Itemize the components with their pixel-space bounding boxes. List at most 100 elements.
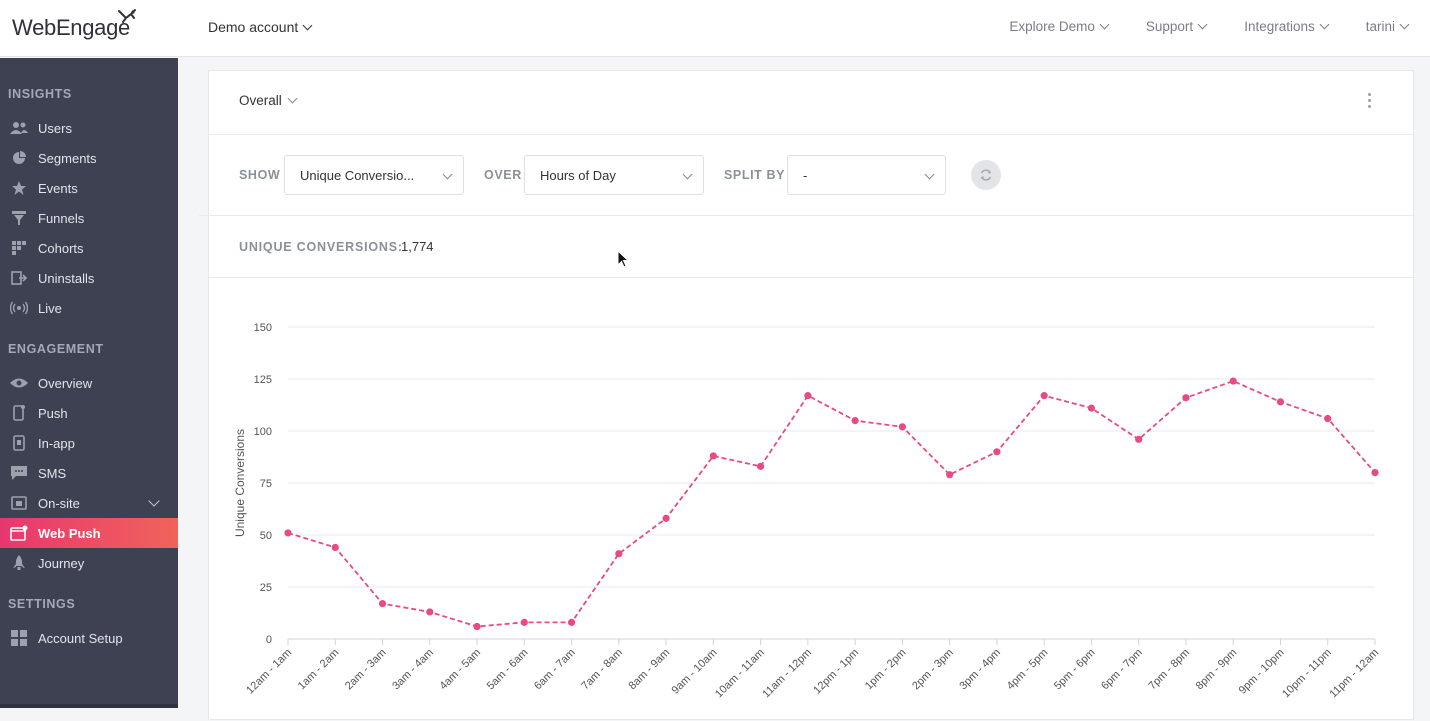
sidebar-item-uninstalls[interactable]: Uninstalls (0, 263, 178, 293)
grid-icon (10, 240, 28, 256)
data-point (378, 600, 387, 608)
x-tick-label: 3am - 4am (390, 647, 436, 693)
data-point (426, 608, 434, 616)
explore-demo-menu[interactable]: Explore Demo (1009, 19, 1110, 34)
chevron-down-icon (1319, 19, 1330, 30)
sidebar-item-web-push[interactable]: Web Push (0, 518, 178, 548)
x-tick-label: 4pm - 5pm (1005, 647, 1051, 693)
data-point (1371, 469, 1379, 477)
x-tick-label: 12am - 1am (244, 647, 294, 697)
broadcast-icon (10, 300, 28, 316)
x-tick-label: 8am - 9am (627, 647, 673, 693)
sms-icon (10, 465, 28, 481)
chevron-down-icon[interactable] (148, 495, 160, 507)
integrations-menu[interactable]: Integrations (1244, 19, 1330, 34)
data-point (804, 392, 812, 400)
webpush-icon (10, 525, 28, 541)
x-tick-label: 4am - 5am (438, 647, 484, 693)
over-select[interactable]: Hours of Day (524, 155, 704, 195)
support-label: Support (1145, 19, 1194, 34)
sidebar-item-users[interactable]: Users (0, 113, 178, 143)
x-tick-label: 3pm - 4pm (957, 647, 1003, 693)
sidebar-item-push[interactable]: Push (0, 398, 178, 428)
data-point (757, 462, 765, 470)
over-label: OVER (484, 168, 522, 182)
support-menu[interactable]: Support (1145, 19, 1208, 34)
x-tick-label: 9am - 10am (669, 647, 719, 697)
data-point (993, 448, 1001, 456)
x-tick-label: 12pm - 1pm (811, 647, 861, 697)
sidebar-item-label: Events (38, 180, 78, 196)
y-tick-label: 150 (254, 322, 272, 334)
sidebar-item-label: Push (38, 405, 68, 421)
data-point (1087, 404, 1096, 412)
eye-icon (10, 375, 28, 391)
section-title-engagement: ENGAGEMENT (8, 342, 104, 356)
sidebar-item-label: Journey (38, 555, 85, 571)
more-options-icon[interactable] (1365, 93, 1373, 108)
integrations-label: Integrations (1244, 19, 1315, 34)
x-tick-label: 5am - 6am (485, 647, 531, 693)
sidebar-item-journey[interactable]: Journey (0, 548, 178, 578)
sidebar: INSIGHTS Users Segments Events Funnels C… (0, 58, 178, 708)
y-tick-label: 25 (260, 582, 272, 594)
refresh-button[interactable] (971, 160, 1001, 190)
chevron-down-icon (287, 93, 298, 104)
data-point (946, 471, 954, 479)
sidebar-item-cohorts[interactable]: Cohorts (0, 233, 178, 263)
onsite-icon (10, 495, 28, 511)
data-point (851, 417, 859, 425)
data-point (1182, 394, 1190, 402)
webengage-logo[interactable]: WebEngage (12, 9, 136, 46)
section-title-insights: INSIGHTS (8, 87, 72, 101)
sidebar-item-live[interactable]: Live (0, 293, 178, 323)
sidebar-item-label: Funnels (38, 210, 85, 226)
sidebar-item-in-app[interactable]: In-app (0, 428, 178, 458)
x-tick-label: 2pm - 3pm (910, 647, 956, 693)
funnel-icon (10, 210, 28, 226)
divider (199, 215, 1415, 216)
chevron-down-icon (302, 20, 313, 30)
split-by-select[interactable]: - (787, 155, 946, 195)
sidebar-item-overview[interactable]: Overview (0, 368, 178, 398)
star-icon (10, 180, 28, 196)
scope-dropdown[interactable]: Overall (239, 93, 298, 108)
sidebar-item-account-setup[interactable]: Account Setup (0, 623, 178, 653)
sidebar-item-funnels[interactable]: Funnels (0, 203, 178, 233)
conversions-line-chart: 0 25 50 75 100 125 150 Unique Conversions 12am -… (233, 322, 1381, 701)
y-tick-label: 75 (260, 478, 272, 490)
refresh-icon (980, 169, 992, 181)
mobile-icon (10, 405, 28, 421)
sidebar-item-segments[interactable]: Segments (0, 143, 178, 173)
data-point (567, 618, 576, 626)
sidebar-item-events[interactable]: Events (0, 173, 178, 203)
data-point (520, 618, 528, 626)
users-icon (10, 120, 28, 136)
sidebar-item-label: Live (38, 300, 62, 316)
data-point (284, 529, 292, 537)
sidebar-item-sms[interactable]: SMS (0, 458, 178, 488)
sidebar-item-label: Account Setup (38, 630, 123, 646)
sidebar-item-label: Web Push (38, 525, 101, 541)
data-point (1276, 398, 1285, 406)
sidebar-item-label: Segments (38, 150, 97, 166)
section-title-settings: SETTINGS (8, 597, 76, 611)
divider (209, 134, 1415, 135)
show-select[interactable]: Unique Conversio... (284, 155, 464, 195)
top-bar: WebEngage Demo account Explore Demo Supp… (0, 0, 1430, 57)
x-tick-label: 7pm - 8pm (1146, 647, 1192, 693)
split-by-select-value: - (803, 167, 808, 183)
data-point (662, 514, 670, 522)
data-point (1040, 392, 1048, 400)
sidebar-item-on-site[interactable]: On-site (0, 488, 178, 518)
x-tick-label: 10pm - 11pm (1280, 647, 1334, 701)
account-dropdown[interactable]: Demo account (208, 19, 313, 35)
report-card: Overall SHOW Unique Conversio... OVER Ho… (199, 70, 1415, 720)
mouse-cursor-icon (617, 250, 629, 268)
data-point (331, 543, 339, 552)
data-point (898, 423, 906, 431)
x-tick-label: 11am - 12pm (760, 647, 814, 701)
user-menu[interactable]: tarini (1366, 19, 1410, 34)
sidebar-item-label: Uninstalls (38, 270, 95, 286)
scope-label: Overall (239, 93, 282, 108)
